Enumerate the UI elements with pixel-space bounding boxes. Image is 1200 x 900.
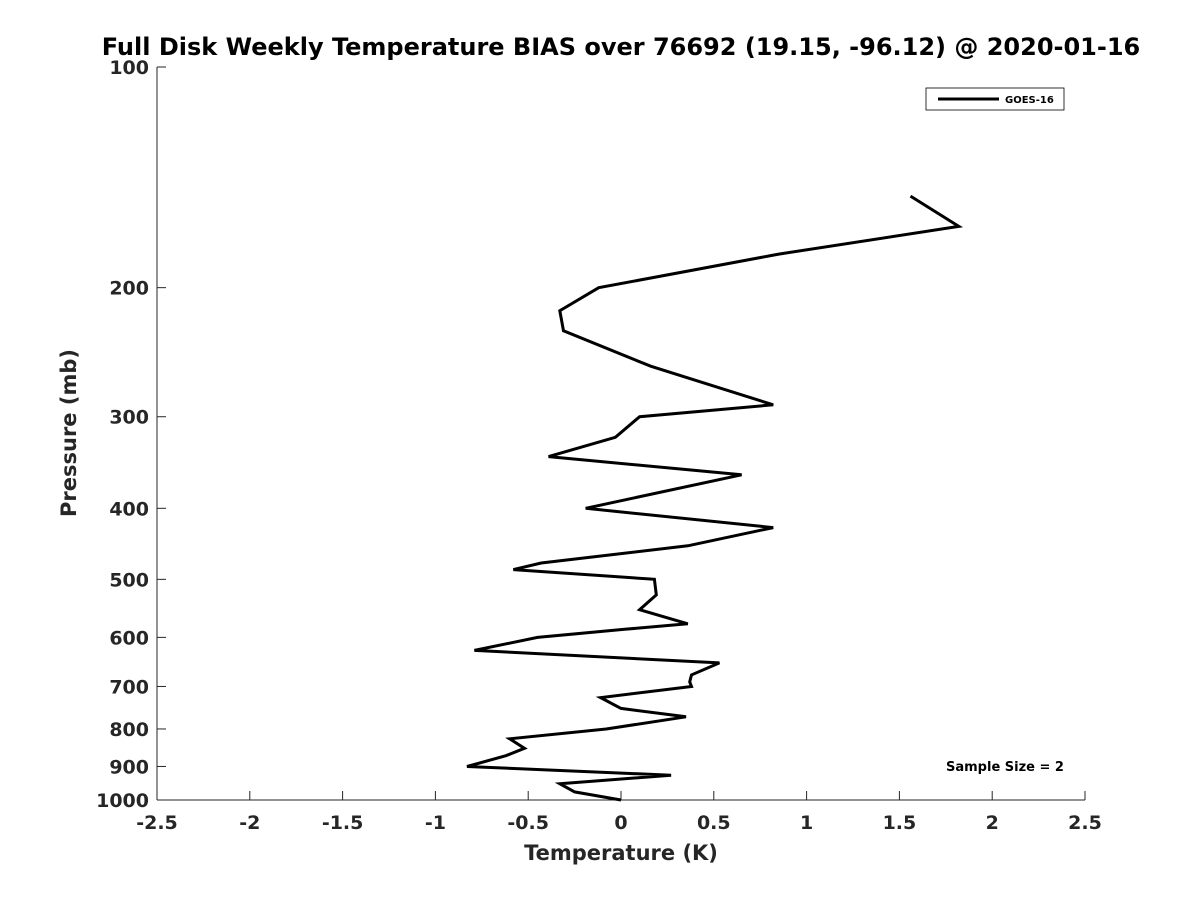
y-tick-label: 1000 <box>96 790 149 812</box>
y-tick-label: 100 <box>109 57 149 79</box>
x-tick-label: -0.5 <box>507 812 549 834</box>
y-tick-label: 500 <box>109 569 149 591</box>
y-tick-label: 600 <box>109 627 149 649</box>
x-tick-label: -1 <box>425 812 446 834</box>
y-axis-label: Pressure (mb) <box>57 349 81 517</box>
y-tick-label: 300 <box>109 407 149 429</box>
sample-size-annotation: Sample Size = 2 <box>946 760 1064 775</box>
y-axis: 100 200 300 400 500 600 700 800 900 1000 <box>96 57 166 812</box>
x-tick-label: -1.5 <box>322 812 364 834</box>
series-line-goes-16 <box>466 194 964 802</box>
y-tick-label: 700 <box>109 676 149 698</box>
x-axis: -2.5 -2 -1.5 -1 -0.5 0 0.5 1 1.5 2 2.5 <box>136 791 1102 834</box>
x-tick-label: 0 <box>614 812 627 834</box>
x-tick-label: 1.5 <box>883 812 917 834</box>
legend: GOES-16 <box>925 87 1065 111</box>
chart-title: Full Disk Weekly Temperature BIAS over 7… <box>102 33 1141 61</box>
y-tick-label: 200 <box>109 278 149 300</box>
x-tick-label: 2.5 <box>1068 812 1102 834</box>
series-layer <box>466 194 964 802</box>
x-tick-label: 0.5 <box>697 812 731 834</box>
x-tick-label: -2.5 <box>136 812 178 834</box>
x-tick-label: 1 <box>800 812 813 834</box>
x-tick-label: -2 <box>239 812 260 834</box>
y-tick-label: 900 <box>109 756 149 778</box>
x-axis-label: Temperature (K) <box>524 841 718 865</box>
y-tick-label: 800 <box>109 719 149 741</box>
x-tick-label: 2 <box>986 812 999 834</box>
y-tick-label: 400 <box>109 498 149 520</box>
legend-series-label: GOES-16 <box>1005 95 1054 106</box>
